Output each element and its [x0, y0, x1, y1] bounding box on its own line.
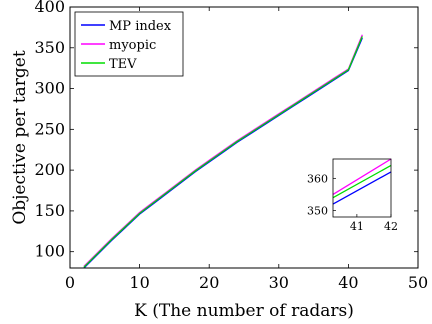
- main-series-lines: [83, 34, 363, 269]
- inset-series-line-2: [332, 164, 392, 199]
- main-plot-frame: [69, 6, 419, 269]
- x-axis-label: K (The number of radars): [134, 301, 354, 321]
- x-axis-label-text: K (The number of radars): [134, 301, 354, 321]
- inset-series-line-0: [332, 171, 392, 205]
- y-tick-label: 100: [34, 242, 65, 261]
- x-tick-label: 30: [269, 273, 289, 292]
- y-tick-label: 200: [34, 160, 65, 179]
- inset-series-line-1: [332, 158, 392, 195]
- inset-x-tick-label: 42: [384, 220, 398, 233]
- legend-label: TEV: [109, 57, 137, 72]
- x-tick-label: 40: [338, 273, 358, 292]
- legend-label: myopic: [109, 38, 156, 53]
- y-axis-label: Objective per target: [10, 50, 30, 225]
- y-tick-label: 150: [34, 201, 65, 220]
- series-line-2: [83, 36, 363, 268]
- legend-label: MP index: [109, 19, 172, 34]
- x-tick-label: 20: [199, 273, 219, 292]
- main-axis-ticks: 0 10 20 30 40 50 100 150 200 250 300 350 400: [34, 0, 428, 292]
- inset-y-tick-label: 360: [307, 172, 328, 185]
- inset-axis-ticks: 41 42 350 360: [307, 172, 398, 233]
- y-tick-label: 250: [34, 119, 65, 138]
- y-tick-label: 350: [34, 38, 65, 57]
- inset-x-tick-label: 41: [350, 220, 364, 233]
- y-tick-label: 300: [34, 79, 65, 98]
- y-tick-label: 400: [34, 0, 65, 16]
- main-plot: 0 10 20 30 40 50 100 150 200 250 300 350 400 K (The …: [10, 0, 428, 321]
- x-tick-label: 50: [408, 273, 428, 292]
- inset-plot: 41 42 350 360: [307, 158, 398, 233]
- inset-y-tick-label: 350: [307, 205, 328, 218]
- legend: MP index myopic TEV: [74, 11, 184, 77]
- x-tick-label: 10: [129, 273, 149, 292]
- inset-series-lines: [332, 158, 392, 205]
- x-tick-label: 0: [65, 273, 75, 292]
- inset-plot-frame: [332, 158, 392, 218]
